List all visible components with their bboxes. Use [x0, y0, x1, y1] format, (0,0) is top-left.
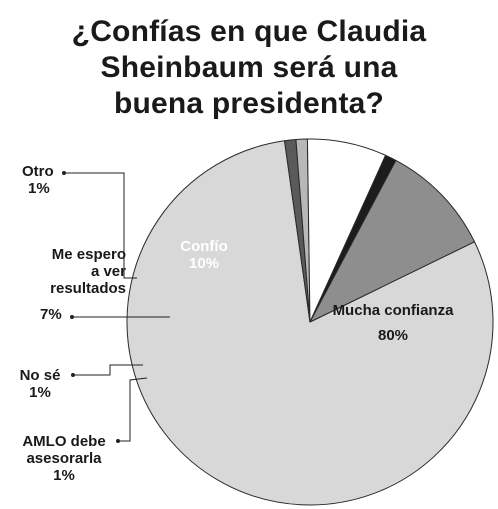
leader-dot-espero: [70, 315, 74, 319]
chart-title: ¿Confías en que Claudia Sheinbaum será u…: [0, 14, 498, 122]
pie-slice-mucha-confianza: [126, 140, 494, 506]
slice-label-mucha-confianza: Mucha confianza 80%: [318, 302, 468, 344]
leader-line-otro: [64, 172, 137, 279]
pie-slices: [126, 138, 494, 506]
label-amlo-line-1: AMLO debe: [22, 433, 106, 450]
label-amlo-line-2: asesorarla: [26, 450, 102, 467]
label-espero-value: 7%: [40, 306, 62, 323]
leader-line-nose: [73, 364, 143, 376]
label-nose-name: No sé: [19, 367, 61, 384]
slice-label-amlo: AMLO debe asesorarla 1%: [14, 433, 114, 484]
leader-dot-otro: [62, 171, 66, 175]
leader-lines: [62, 171, 170, 443]
label-nose-value: 1%: [29, 384, 51, 401]
label-otro-value: 1%: [28, 180, 50, 197]
slice-label-confio: Confío 10%: [167, 238, 241, 272]
title-line-2: Sheinbaum será una: [100, 51, 398, 84]
slice-label-me-espero: Me espero a ver resultados: [6, 246, 126, 297]
label-confio-name: Confío: [180, 238, 228, 255]
leader-dot-amlo: [116, 439, 120, 443]
pie-slice-confio: [309, 159, 475, 323]
leader-line-amlo: [118, 377, 148, 442]
leader-dot-nose: [71, 373, 75, 377]
title-line-1: ¿Confías en que Claudia: [71, 15, 427, 48]
label-otro-name: Otro: [22, 163, 54, 180]
label-mucha-name: Mucha confianza: [332, 302, 454, 319]
label-espero-line-3: resultados: [50, 280, 126, 297]
label-espero-line-1: Me espero: [51, 246, 126, 263]
title-line-3: buena presidenta?: [113, 87, 385, 120]
label-espero-line-2: a ver: [90, 263, 126, 280]
label-confio-value: 10%: [188, 255, 220, 272]
slice-label-otro: Otro 1%: [22, 163, 64, 197]
slice-label-no-se: No sé 1%: [10, 367, 70, 401]
label-mucha-value: 80%: [377, 327, 409, 344]
label-amlo-value: 1%: [53, 467, 75, 484]
